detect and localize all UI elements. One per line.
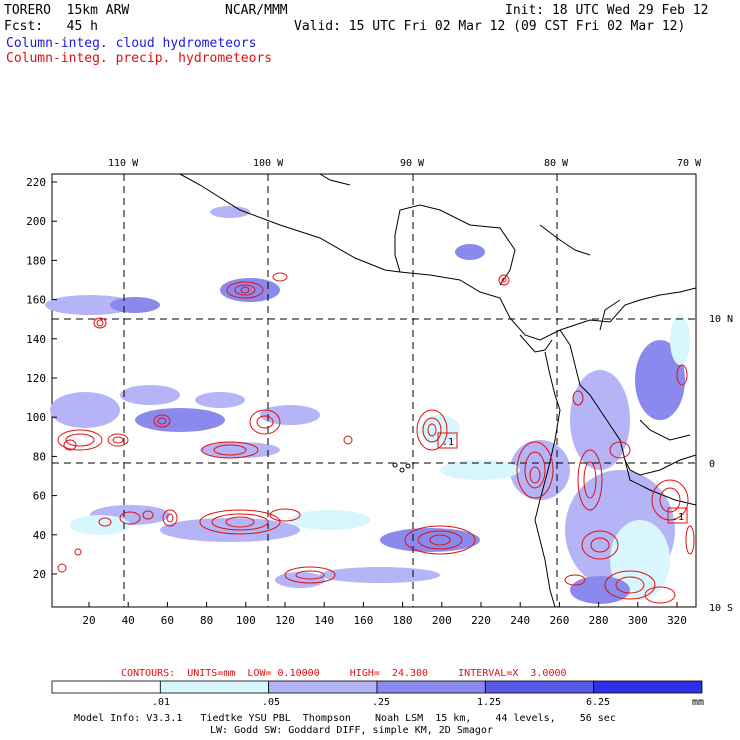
x-tick-label: 20 — [82, 614, 95, 627]
colorbar-label-625: 6.25 — [586, 697, 610, 708]
colorbar-swatch — [593, 680, 703, 694]
y-tick-label: 20 — [33, 568, 46, 581]
colorbar-swatch — [51, 680, 161, 694]
x-tick-label: 80 — [200, 614, 213, 627]
colorbar-swatch — [159, 680, 270, 694]
y-tick-label: 160 — [26, 294, 46, 307]
y-tick-label: 100 — [26, 411, 46, 424]
colorbar-swatch — [484, 680, 595, 694]
x-tick-label: 100 — [236, 614, 256, 627]
x-tick-label: 140 — [314, 614, 334, 627]
x-tick-label: 260 — [549, 614, 569, 627]
contour-info: CONTOURS: UNITS=mm LOW= 0.10000 HIGH= 24… — [121, 668, 567, 679]
x-tick-label: 60 — [161, 614, 174, 627]
model-title: TORERO 15km ARW — [4, 3, 130, 18]
y-tick-label: 220 — [26, 176, 46, 189]
y-tick-label: 80 — [33, 450, 46, 463]
max-marker-label: .1 — [442, 437, 454, 448]
x-tick-label: 280 — [589, 614, 609, 627]
x-axis: 20 40 60 80 100 120 140 160 180 200 220 240 260 280 30… — [82, 602, 687, 627]
y-tick-label: 60 — [33, 490, 46, 503]
lon-label-80w: 80 W — [544, 158, 569, 169]
lat-label-0: 0 — [709, 459, 715, 470]
model-info-line2: LW: Godd SW: Goddard DIFF, simple KM, 2D… — [210, 725, 493, 736]
colorbar-swatch — [376, 680, 486, 694]
x-tick-label: 120 — [275, 614, 295, 627]
lon-label-70w: 70 W — [677, 158, 702, 169]
y-tick-label: 140 — [26, 333, 46, 346]
lat-label-10n: 10 N — [709, 314, 733, 325]
x-tick-label: 200 — [432, 614, 452, 627]
x-tick-label: 40 — [122, 614, 135, 627]
lat-label-10s: 10 S — [709, 603, 733, 614]
precip-field-title: Column-integ. precip. hydrometeors — [6, 51, 273, 66]
colorbar-label-005: .05 — [262, 697, 280, 708]
cloud-field-title: Column-integ. cloud hydrometeors — [6, 36, 257, 51]
model-info-line1: Model Info: V3.3.1 Tiedtke YSU PBL Thomp… — [74, 713, 616, 724]
colorbar-label-125: 1.25 — [477, 697, 501, 708]
x-tick-label: 180 — [393, 614, 413, 627]
colorbar-label-001: .01 — [152, 697, 170, 708]
y-tick-label: 200 — [26, 215, 46, 228]
x-tick-label: 160 — [353, 614, 373, 627]
max-marker-box — [437, 432, 458, 449]
init-time: Init: 18 UTC Wed 29 Feb 12 — [505, 3, 709, 18]
x-tick-label: 300 — [628, 614, 648, 627]
x-tick-label: 320 — [667, 614, 687, 627]
y-tick-label: 40 — [33, 529, 46, 542]
organization-label: NCAR/MMM — [225, 3, 288, 18]
colorbar-label-025: .25 — [372, 697, 390, 708]
max-marker-label-2: .1 — [672, 512, 684, 523]
y-tick-label: 120 — [26, 372, 46, 385]
lon-label-90w: 90 W — [400, 158, 425, 169]
max-marker-box-2 — [667, 507, 688, 524]
valid-time: Valid: 15 UTC Fri 02 Mar 12 (09 CST Fri … — [294, 19, 686, 34]
colorbar-swatch — [268, 680, 378, 694]
lon-label-100w: 100 W — [253, 158, 284, 169]
lat-lon-grid — [52, 174, 696, 607]
cloud-shading — [45, 206, 690, 604]
forecast-hour: Fcst: 45 h — [4, 19, 98, 34]
y-tick-label: 180 — [26, 254, 46, 267]
colorbar — [51, 680, 703, 694]
y-axis: 220 200 180 160 140 120 100 80 60 40 20 — [26, 176, 57, 581]
precip-contours — [57, 272, 695, 604]
lon-label-110w: 110 W — [108, 158, 139, 169]
x-tick-label: 240 — [510, 614, 530, 627]
coastline — [179, 173, 697, 608]
x-tick-label: 220 — [471, 614, 491, 627]
colorbar-unit: mm — [692, 697, 704, 708]
